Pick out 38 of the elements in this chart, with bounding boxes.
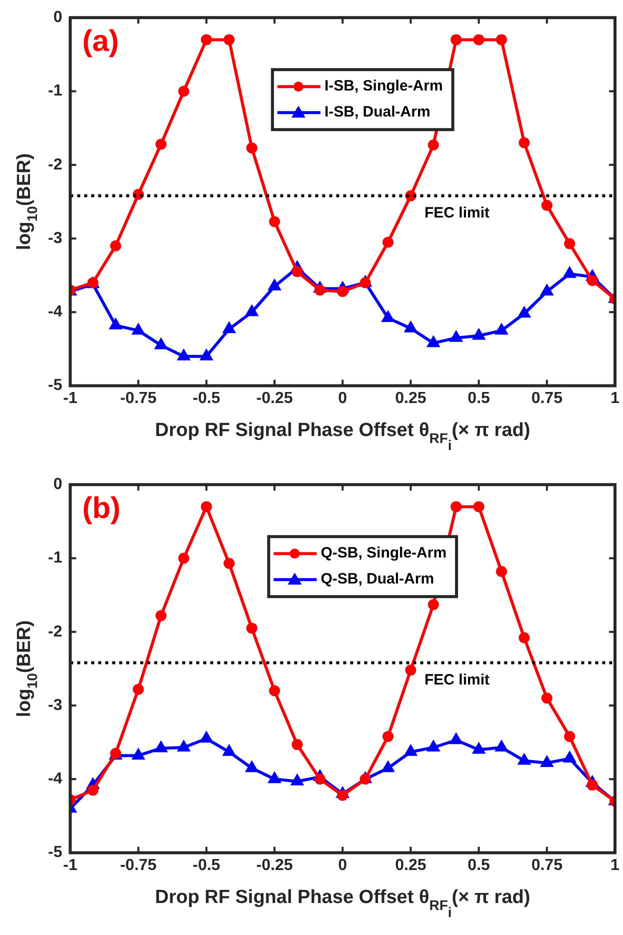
legend-label: I-SB, Dual-Arm xyxy=(324,104,430,121)
x-tick-label: 0.25 xyxy=(395,856,426,874)
legend-label: I-SB, Single-Arm xyxy=(324,78,443,95)
x-tick-label: 0.25 xyxy=(395,390,426,407)
y-tick-label: -5 xyxy=(48,377,62,394)
y-axis-title: log10(BER) xyxy=(14,153,40,250)
y-tick-label: 0 xyxy=(53,9,62,26)
y-tick-label: -1 xyxy=(48,550,62,567)
x-tick-label: -0.25 xyxy=(256,856,293,874)
y-tick-label: -3 xyxy=(48,696,62,714)
y-tick-label: -4 xyxy=(48,304,62,321)
ref-line-label: FEC limit xyxy=(424,204,490,222)
x-tick-label: 0.75 xyxy=(531,856,563,874)
x-tick-label: 1 xyxy=(610,390,620,407)
y-tick-label: -1 xyxy=(48,82,62,100)
y-tick-label: -2 xyxy=(48,156,62,174)
x-tick-label: 0.5 xyxy=(468,390,490,407)
x-tick-label: 0.5 xyxy=(468,856,490,874)
annotation: (a) xyxy=(82,24,119,58)
x-tick-label: 0 xyxy=(338,856,348,874)
x-tick-label: 0.75 xyxy=(531,390,563,407)
y-tick-label: -4 xyxy=(48,770,62,788)
y-tick-label: -5 xyxy=(48,844,62,862)
y-tick-label: 0 xyxy=(53,476,62,494)
y-tick-label: -2 xyxy=(48,623,62,640)
legend-label: Q-SB, Dual-Arm xyxy=(320,570,434,588)
x-tick-label: 1 xyxy=(610,856,620,874)
y-tick-label: -3 xyxy=(48,230,62,247)
y-axis-title: log10(BER) xyxy=(14,620,40,718)
x-tick-label: -0.5 xyxy=(192,390,220,407)
x-tick-label: -0.75 xyxy=(120,390,157,407)
x-tick-label: -0.25 xyxy=(256,390,293,407)
x-tick-label: -0.75 xyxy=(120,856,157,874)
x-tick-label: 0 xyxy=(338,390,348,407)
legend-label: Q-SB, Single-Arm xyxy=(320,544,447,562)
annotation: (b) xyxy=(82,492,121,525)
x-tick-label: -0.5 xyxy=(192,856,220,874)
ref-line-label: FEC limit xyxy=(424,671,490,688)
